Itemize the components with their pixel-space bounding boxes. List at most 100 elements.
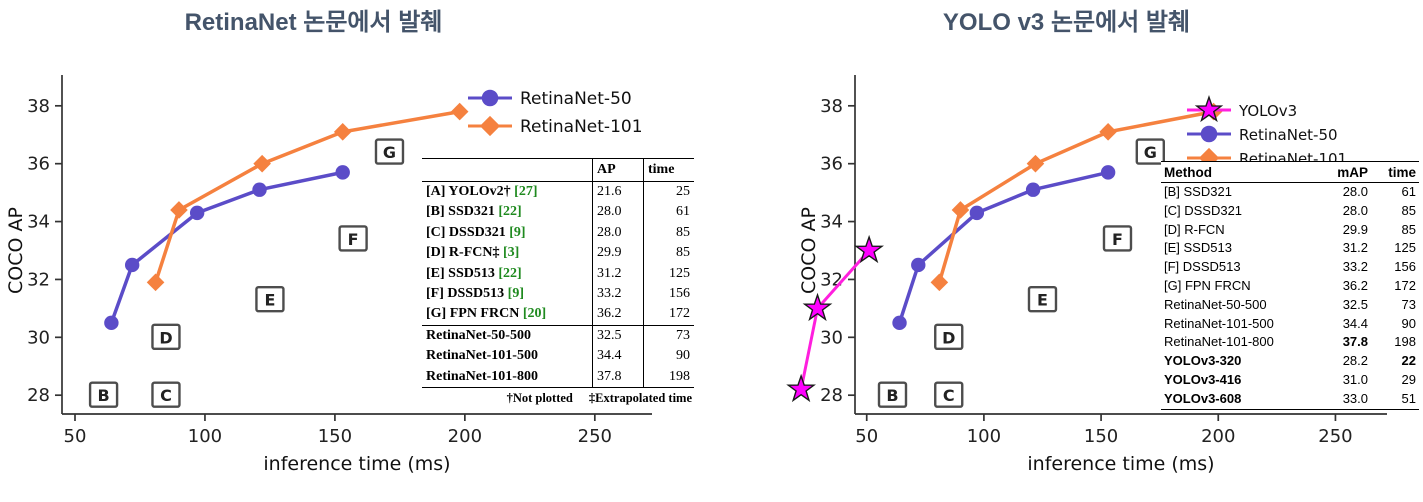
time-cell: 156 [1394,259,1416,275]
y-axis-ticks: 28 30 32 34 36 38 [820,96,855,406]
x-axis-ticks: 50 100 150 200 250 [855,414,1353,447]
method-cell: [E] SSD513 [1164,240,1232,256]
annotation-box [1102,225,1133,252]
table-row: YOLOv3-320 28.2 22 [1161,352,1419,371]
method-cell: YOLOv3-608 [1161,389,1323,410]
y-tick-label: 30 [820,327,843,348]
method-cell: RetinaNet-101-800 [1164,334,1274,350]
method-cell: [B] SSD321 [1164,184,1232,199]
time-cell: 29 [1401,371,1416,387]
axes: 50 100 150 200 250 28 30 32 34 36 38 inference time… [5,75,652,475]
annotation-box [1027,285,1058,313]
marker-diamond [1026,154,1045,173]
annotation-letter: D [159,328,172,347]
marker-diamond [1099,123,1117,141]
marker-circle [252,182,267,197]
annotation-F: F [338,225,368,252]
table-row: RetinaNet-50-500 32.5 73 [422,324,694,347]
table-row: [D] R-FCN 29.9 85 [1161,221,1419,240]
table-footnotes: †Not plotted ‡Extrapolated time [422,388,694,406]
time-cell: 51 [1371,389,1419,410]
x-tick-label: 250 [1318,426,1352,447]
x-tick-label: 100 [188,426,222,447]
table-header [422,158,593,182]
annotation-D: D [934,323,964,351]
marker-star [1194,95,1224,123]
time-cell: 172 [1394,277,1416,293]
legend-label: RetinaNet-50 [1239,126,1338,144]
method-cell: RetinaNet-101-500 [1164,315,1274,331]
time-cell: 198 [643,366,694,389]
method-name: RetinaNet-101-500 [426,348,538,364]
x-tick-label: 100 [967,426,1001,447]
method-cell: [D] R-FCN [1164,221,1225,237]
series-line [109,170,345,325]
series-RetinaNet-50 [104,165,350,331]
method-cell: [E] SSD513 [22] [422,264,593,284]
table-row: [C] DSSD321 28.0 85 [1161,202,1419,221]
citation: [20] [522,306,547,322]
panel-title-retinanet: RetinaNet 논문에서 발췌 [184,9,443,36]
x-tick-label: 50 [64,426,87,447]
annotation-letter: B [97,386,109,405]
marker-diamond [146,273,165,292]
x-tick-label: 150 [318,426,352,447]
annotation-box [877,381,908,408]
annotation-box [374,138,405,165]
ap-cell: 32.5 [592,324,644,347]
y-tick-label: 38 [820,96,843,117]
marker-circle [481,89,499,107]
map-cell: 31.0 [1342,371,1368,387]
panel-retinanet-paper: RetinaNet 논문에서 발췌 50 100 150 200 250 28 30 32 34… [0,0,711,502]
marker-circle [1025,182,1041,197]
method-name: RetinaNet-50-500 [426,327,531,343]
x-tick-label: 200 [448,426,482,447]
map-cell: 34.4 [1342,315,1368,331]
ap-cell: 31.2 [592,263,644,285]
annotation-letter: F [348,230,359,249]
yolov3-map-table: Method mAP time [B] SSD321 28.0 61 [C] DSSD321… [1161,161,1419,410]
table-row: [B] SSD321 [22] 28.0 61 [422,202,694,223]
y-axis-label: COCO AP [5,207,27,294]
citation: [22] [498,204,522,220]
legend-label: YOLOv3 [1238,102,1297,120]
y-tick-label: 32 [820,269,843,290]
map-cell: 37.8 [1342,334,1368,350]
marker-diamond [951,201,970,219]
annotation-C: C [151,381,181,408]
y-tick-label: 38 [27,96,50,117]
citation: [22] [498,265,522,281]
y-tick-label: 34 [27,212,50,233]
table-row: RetinaNet-101-500 34.4 90 [422,346,694,367]
marker-diamond [170,201,188,219]
annotation-box [1135,138,1165,165]
legend-item-RetinaNet-50: RetinaNet-50 [1187,125,1338,144]
yolov3-figure: 50 100 150 200 250 28 30 32 34 36 38 inference time… [711,42,1422,492]
panel-yolov3-paper: YOLO v3 논문에서 발췌 50 100 150 200 250 28 30 32 34 36… [711,0,1422,502]
method-cell: RetinaNet-101-800 [422,366,593,389]
table-row: YOLOv3-608 33.0 51 [1161,389,1419,410]
map-cell: 28.2 [1342,353,1368,369]
time-cell: 172 [643,304,694,326]
annotation-D: D [151,323,181,351]
annotation-box [88,381,119,408]
annotation-C: C [934,381,964,408]
map-cell: 33.2 [1342,259,1368,275]
ap-cell: 33.2 [592,284,644,305]
marker-circle [892,315,907,331]
table-row: YOLOv3-416 31.0 29 [1161,371,1419,390]
method-name: RetinaNet-101-800 [426,368,538,384]
annotation-F: F [1102,225,1133,252]
map-cell: 36.2 [1342,277,1368,293]
marker-circle [911,257,926,273]
time-cell: 85 [1401,202,1416,218]
y-tick-label: 36 [820,154,843,175]
time-cell: 125 [1394,240,1416,256]
ap-cell: 34.4 [592,346,644,367]
method-cell: RetinaNet-101-500 [422,346,593,366]
annotation-B: B [88,381,119,408]
marker-circle [335,165,350,180]
x-axis-label: inference time (ms) [1027,453,1214,475]
legend-label: RetinaNet-101 [520,117,643,137]
